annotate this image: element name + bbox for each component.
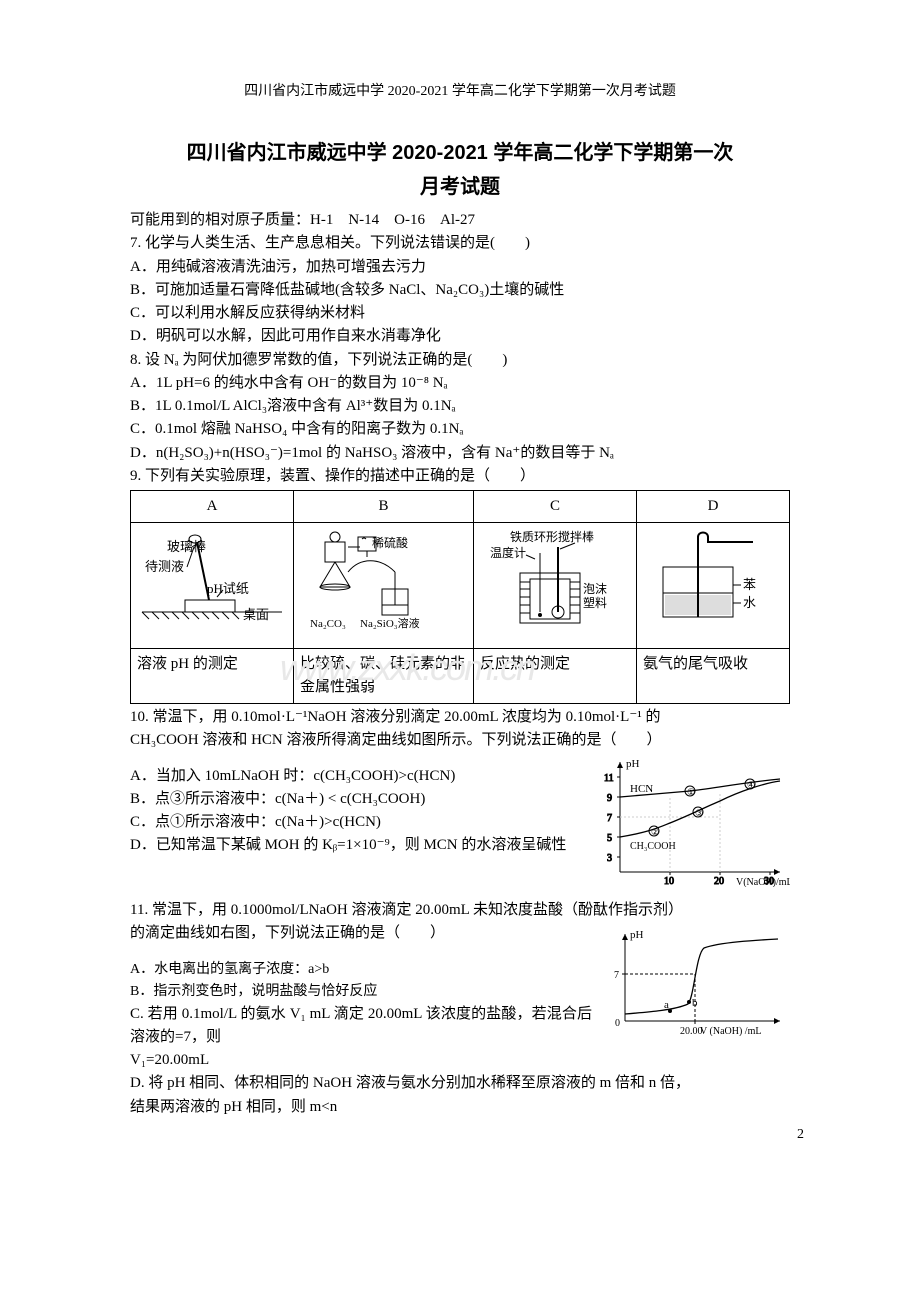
svg-text:V(NaOH)/mL: V(NaOH)/mL xyxy=(736,877,790,887)
svg-text:铁质环形搅拌棒: 铁质环形搅拌棒 xyxy=(510,529,594,544)
svg-text:塑料: 塑料 xyxy=(583,595,607,610)
q11-graph: pH V (NaOH) /mL 0 20.00 7 a b xyxy=(600,926,790,1044)
q9-desc-b: 比较硫、碳、硅元素的非金属性强弱 xyxy=(294,648,474,704)
q9-desc-d: 氨气的尾气吸收 xyxy=(637,648,790,704)
page-number: 2 xyxy=(797,1127,804,1143)
q11-d: D. 将 pH 相同、体积相同的 NaOH 溶液与氨水分别加水稀释至原溶液的 m… xyxy=(130,1072,790,1095)
atomic-mass-line: 可能用到的相对原子质量：H-1 N-14 O-16 Al-27 xyxy=(130,209,790,232)
svg-text:泡沫: 泡沫 xyxy=(583,582,607,596)
q8-d: D．n(H₂SO₃)+n(HSO₃⁻)=1mol 的 NaHSO₃ 溶液中，含有… xyxy=(130,442,790,465)
svg-text:5: 5 xyxy=(607,833,612,844)
q9-diagram-b: 稀硫酸 Na₂CO₃ Na₂SiO₃溶液 xyxy=(294,523,474,648)
q11-stem1: 11. 常温下，用 0.1000mol/LNaOH 溶液滴定 20.00mL 未… xyxy=(130,899,790,922)
q8-c: C．0.1mol 熔融 NaHSO₄ 中含有的阳离子数为 0.1Nₐ xyxy=(130,418,790,441)
svg-text:水: 水 xyxy=(743,595,756,610)
q9-diagram-c: 铁质环形搅拌棒 温度计 xyxy=(474,523,637,648)
q8-b: B．1L 0.1mol/L AlCl₃溶液中含有 Al³⁺数目为 0.1Nₐ xyxy=(130,395,790,418)
q9-table: A B C D 玻璃棒 xyxy=(130,490,790,704)
svg-text:10: 10 xyxy=(664,876,674,887)
svg-text:a: a xyxy=(664,999,669,1011)
q8-stem: 8. 设 Nₐ 为阿伏加德罗常数的值，下列说法正确的是( ) xyxy=(130,349,790,372)
q9-head-a: A xyxy=(131,491,294,523)
svg-text:Na₂CO₃: Na₂CO₃ xyxy=(310,618,346,630)
q7-d: D．明矾可以水解，因此可用作自来水消毒净化 xyxy=(130,325,790,348)
svg-text:稀硫酸: 稀硫酸 xyxy=(372,535,408,550)
q10-graph: pH V(NaOH)/mL 3 5 7 9 11 10 20 30 xyxy=(590,757,790,895)
q10-stem2: CH₃COOH 溶液和 HCN 溶液所得滴定曲线如图所示。下列说法正确的是（ ） xyxy=(130,729,790,752)
q9-head-d: D xyxy=(637,491,790,523)
svg-text:待测液: 待测液 xyxy=(145,559,184,574)
svg-text:30: 30 xyxy=(764,876,774,887)
svg-text:7: 7 xyxy=(614,970,619,981)
q9-desc-a: 溶液 pH 的测定 xyxy=(131,648,294,704)
q9-head-c: C xyxy=(474,491,637,523)
q10-stem1: 10. 常温下，用 0.10mol·L⁻¹NaOH 溶液分别滴定 20.00mL… xyxy=(130,706,790,729)
svg-text:pH: pH xyxy=(626,758,640,770)
q7-a: A．用纯碱溶液清洗油污，加热可增强去污力 xyxy=(130,256,790,279)
running-header: 四川省内江市威远中学 2020-2021 学年高二化学下学期第一次月考试题 xyxy=(130,80,790,100)
svg-text:b: b xyxy=(692,997,698,1009)
svg-text:0: 0 xyxy=(615,1018,620,1029)
svg-text:pH: pH xyxy=(630,929,644,941)
svg-text:苯: 苯 xyxy=(743,577,756,592)
svg-text:①: ① xyxy=(687,787,695,797)
svg-text:7: 7 xyxy=(607,813,612,824)
q11-d2: 结果两溶液的 pH 相同，则 m<n xyxy=(130,1096,790,1119)
svg-text:CH₃COOH: CH₃COOH xyxy=(630,841,676,852)
svg-text:温度计: 温度计 xyxy=(490,545,526,560)
svg-text:3: 3 xyxy=(607,853,612,864)
svg-text:20: 20 xyxy=(714,876,724,887)
svg-text:玻璃棒: 玻璃棒 xyxy=(167,539,206,554)
q7-c: C．可以利用水解反应获得纳米材料 xyxy=(130,302,790,325)
svg-text:pH试纸: pH试纸 xyxy=(207,581,249,596)
q9-diagram-d: 苯 水 xyxy=(637,523,790,648)
q9-head-b: B xyxy=(294,491,474,523)
q7-stem: 7. 化学与人类生活、生产息息相关。下列说法错误的是( ) xyxy=(130,232,790,255)
svg-text:④: ④ xyxy=(747,780,755,790)
title-line-1: 四川省内江市威远中学 2020-2021 学年高二化学下学期第一次 xyxy=(130,136,790,170)
svg-text:桌面: 桌面 xyxy=(243,607,269,622)
svg-text:②: ② xyxy=(651,827,659,837)
q8-a: A．1L pH=6 的纯水中含有 OH⁻的数目为 10⁻⁸ Nₐ xyxy=(130,372,790,395)
q7-b: B．可施加适量石膏降低盐碱地(含较多 NaCl、Na₂CO₃)土壤的碱性 xyxy=(130,279,790,302)
svg-text:V (NaOH) /mL: V (NaOH) /mL xyxy=(700,1026,761,1036)
svg-text:HCN: HCN xyxy=(630,783,653,795)
q11-c2: V₁=20.00mL xyxy=(130,1049,790,1072)
q9-desc-c: 反应热的测定 xyxy=(474,648,637,704)
title-line-2: 月考试题 xyxy=(130,170,790,199)
svg-text:9: 9 xyxy=(607,793,612,804)
svg-text:③: ③ xyxy=(695,808,703,818)
q9-stem: 9. 下列有关实验原理，装置、操作的描述中正确的是（ ） xyxy=(130,465,790,488)
q9-diagram-a: 玻璃棒 待测液 pH试纸 桌面 xyxy=(131,523,294,648)
svg-text:11: 11 xyxy=(604,773,614,784)
body-text: 可能用到的相对原子质量：H-1 N-14 O-16 Al-27 7. 化学与人类… xyxy=(130,209,790,1119)
svg-text:Na₂SiO₃溶液: Na₂SiO₃溶液 xyxy=(360,616,420,630)
svg-text:20.00: 20.00 xyxy=(680,1026,703,1036)
